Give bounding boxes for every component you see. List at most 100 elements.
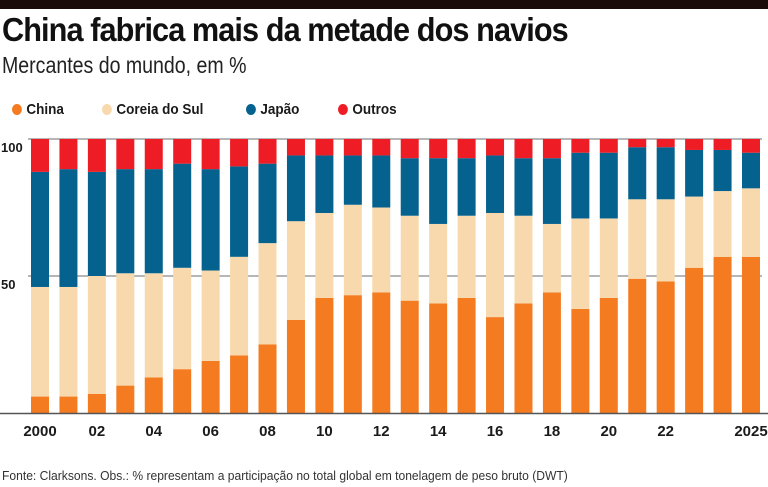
x-tick-label-2014: 14 xyxy=(430,423,447,440)
bar-coreia-do-sul-2025 xyxy=(742,188,760,257)
bar-jap-o-2013 xyxy=(400,158,419,216)
top-bar xyxy=(0,0,768,9)
bar-coreia-do-sul-2017 xyxy=(514,215,533,304)
bar-outros-2011 xyxy=(343,139,362,156)
bar-china-2020 xyxy=(599,297,618,413)
bar-jap-o-2024 xyxy=(713,149,732,192)
bar-coreia-do-sul-2024 xyxy=(713,191,732,257)
x-tick-label-2020: 20 xyxy=(600,423,617,440)
bar-jap-o-2023 xyxy=(685,149,704,197)
bar-jap-o-2019 xyxy=(571,152,590,219)
x-tick-label-2025: 2025 xyxy=(734,423,767,440)
bar-jap-o-2017 xyxy=(514,158,533,216)
bar-coreia-do-sul-2020 xyxy=(599,218,618,298)
bar-outros-2008 xyxy=(258,139,277,164)
bar-outros-2022 xyxy=(656,139,675,148)
bar-jap-o-2012 xyxy=(372,155,391,208)
bar-coreia-do-sul-2022 xyxy=(656,199,675,282)
bar-coreia-do-sul-2011 xyxy=(343,204,362,296)
source-note: Fonte: Clarksons. Obs.: % representam a … xyxy=(2,468,568,483)
y-tick-label-100: 100 xyxy=(1,140,23,155)
bar-china-2016 xyxy=(486,317,505,413)
bar-coreia-do-sul-2018 xyxy=(542,223,561,293)
bar-jap-o-2007 xyxy=(230,166,249,257)
legend-label: China xyxy=(26,101,64,118)
bar-outros-2019 xyxy=(571,139,590,153)
bar-jap-o-2000 xyxy=(31,171,49,287)
legend-item-coreia: Coreia do Sul xyxy=(101,101,203,118)
bar-china-2023 xyxy=(685,267,704,413)
bar-china-2005 xyxy=(173,369,192,413)
bar-china-2013 xyxy=(400,300,419,413)
bar-coreia-do-sul-2000 xyxy=(31,286,49,397)
bar-jap-o-2015 xyxy=(457,158,476,216)
chart-title: China fabrica mais da metade dos navios xyxy=(2,11,569,48)
bar-china-2007 xyxy=(230,355,249,413)
bar-outros-2010 xyxy=(315,139,334,156)
bar-jap-o-2008 xyxy=(258,163,277,244)
bar-outros-2003 xyxy=(116,139,135,170)
bar-jap-o-2006 xyxy=(201,169,220,271)
bar-outros-2002 xyxy=(87,139,106,172)
bar-outros-2018 xyxy=(542,139,561,159)
bar-outros-2013 xyxy=(400,139,419,159)
legend-item-china: China xyxy=(12,101,64,118)
x-tick-label-2016: 16 xyxy=(487,423,504,440)
bar-coreia-do-sul-2006 xyxy=(201,270,220,361)
legend-coreia-dot-icon xyxy=(101,104,112,115)
bar-outros-2001 xyxy=(59,139,78,170)
bar-china-2014 xyxy=(429,303,448,413)
bar-coreia-do-sul-2008 xyxy=(258,243,277,345)
x-tick-label-2018: 18 xyxy=(544,423,561,440)
bar-china-2025 xyxy=(742,256,760,413)
bar-coreia-do-sul-2013 xyxy=(400,215,419,301)
bar-outros-2021 xyxy=(628,139,647,148)
bar-jap-o-2021 xyxy=(628,147,647,200)
bar-outros-2016 xyxy=(486,139,505,156)
bar-china-2004 xyxy=(144,377,163,413)
bar-coreia-do-sul-2015 xyxy=(457,215,476,298)
bar-china-2011 xyxy=(343,295,362,413)
bar-china-2008 xyxy=(258,344,277,413)
bar-coreia-do-sul-2016 xyxy=(486,212,505,318)
x-tick-label-2022: 22 xyxy=(657,423,674,440)
bar-jap-o-2020 xyxy=(599,152,618,219)
bar-china-2000 xyxy=(31,396,49,413)
bar-coreia-do-sul-2012 xyxy=(372,207,391,293)
bar-coreia-do-sul-2001 xyxy=(59,286,78,397)
bar-jap-o-2016 xyxy=(486,155,505,213)
chart-subtitle: Mercantes do mundo, em % xyxy=(2,52,247,78)
bar-coreia-do-sul-2005 xyxy=(173,267,192,370)
legend-label: Japão xyxy=(260,101,300,118)
bar-china-2010 xyxy=(315,297,334,413)
bar-outros-2000 xyxy=(31,139,49,172)
bar-china-2019 xyxy=(571,308,590,413)
bar-outros-2007 xyxy=(230,139,249,167)
bar-jap-o-2010 xyxy=(315,155,334,213)
x-tick-label-2008: 08 xyxy=(259,423,276,440)
bar-outros-2012 xyxy=(372,139,391,156)
bar-china-2001 xyxy=(59,396,78,413)
bar-outros-2017 xyxy=(514,139,533,159)
bar-outros-2025 xyxy=(742,139,760,153)
bar-coreia-do-sul-2004 xyxy=(144,273,163,378)
x-tick-label-2012: 12 xyxy=(373,423,390,440)
bar-jap-o-2005 xyxy=(173,163,192,268)
bar-coreia-do-sul-2010 xyxy=(315,212,334,298)
legend: China Coreia do Sul Japão Outros xyxy=(12,101,435,118)
bar-china-2012 xyxy=(372,292,391,413)
x-tick-label-2000: 2000 xyxy=(23,423,56,440)
bar-jap-o-2022 xyxy=(656,147,675,200)
bar-outros-2005 xyxy=(173,139,192,164)
bar-china-2022 xyxy=(656,281,675,413)
x-tick-label-2002: 02 xyxy=(89,423,106,440)
legend-china-dot-icon xyxy=(12,104,22,115)
bar-outros-2014 xyxy=(429,139,448,159)
bar-outros-2009 xyxy=(286,139,305,156)
x-tick-label-2006: 06 xyxy=(202,423,219,440)
y-tick-label-50: 50 xyxy=(1,277,15,292)
bar-coreia-do-sul-2007 xyxy=(230,256,249,356)
bar-china-2024 xyxy=(713,256,732,413)
bar-coreia-do-sul-2009 xyxy=(286,221,305,320)
x-tick-label-2010: 10 xyxy=(316,423,333,440)
